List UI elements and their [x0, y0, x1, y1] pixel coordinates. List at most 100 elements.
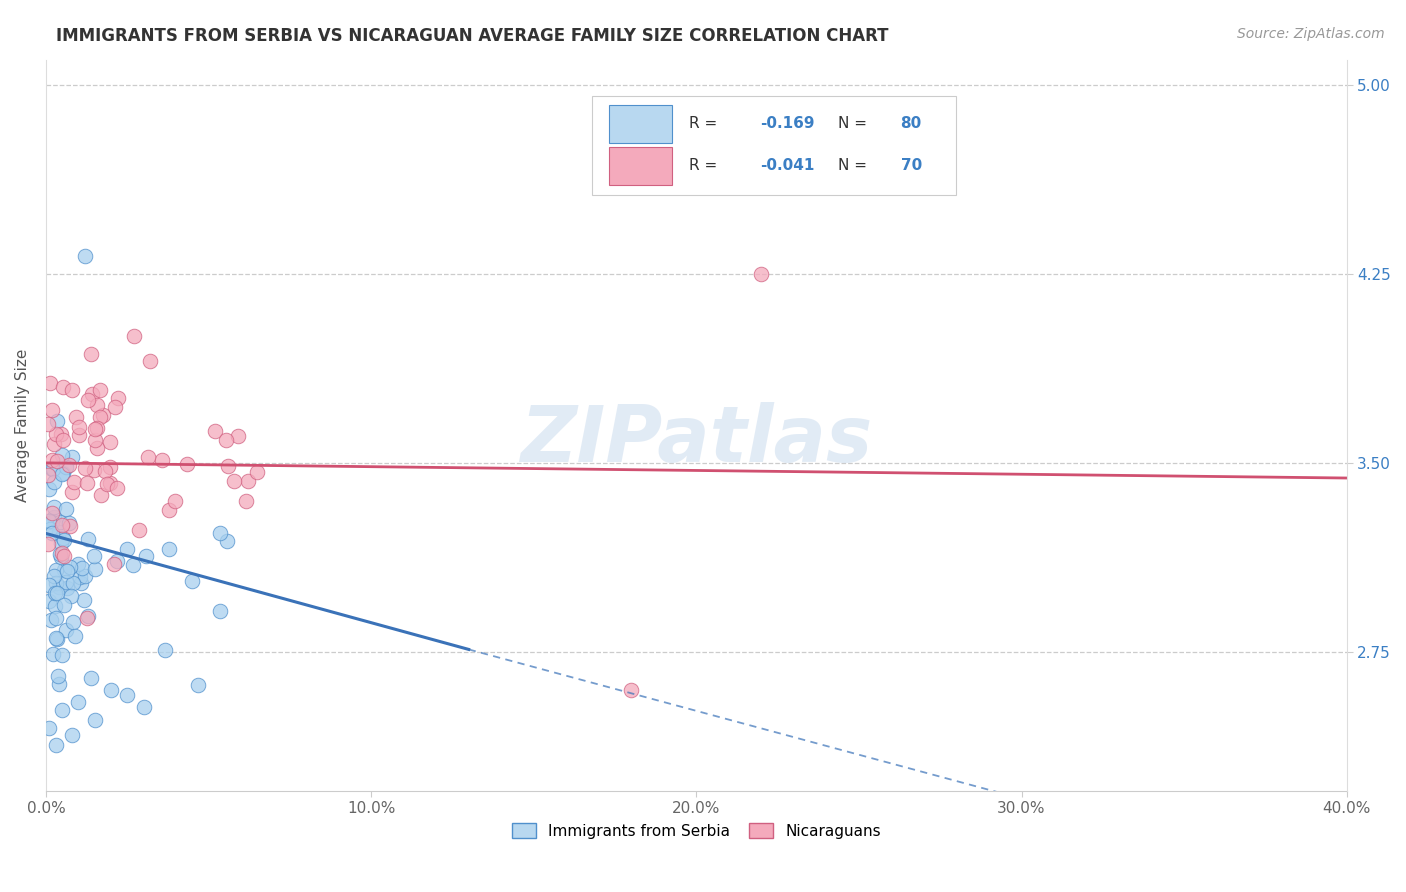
Point: [98, 476, 121, 491]
FancyBboxPatch shape: [609, 146, 672, 185]
Point: [222, 474, 245, 488]
Point: [45, 611, 67, 625]
Point: [105, 481, 128, 495]
Point: [52, 531, 75, 545]
Point: [100, 435, 122, 450]
Point: [48, 580, 70, 594]
Point: [48, 525, 70, 540]
Point: [59, 519, 82, 533]
Point: [55, 565, 77, 579]
Point: [86, 441, 108, 455]
Point: [176, 457, 198, 471]
Point: [55, 574, 77, 589]
Point: [208, 603, 231, 617]
Point: [67, 428, 90, 442]
Text: R =: R =: [689, 117, 721, 131]
Text: N =: N =: [838, 117, 872, 131]
Point: [38, 482, 60, 496]
Point: [100, 682, 122, 697]
Point: [49, 547, 72, 561]
Point: [45, 575, 67, 590]
Point: [83, 422, 105, 436]
Point: [41, 526, 63, 541]
Point: [76, 476, 98, 491]
Point: [152, 453, 174, 467]
Point: [132, 700, 155, 714]
Point: [66, 558, 89, 572]
Point: [52, 434, 75, 448]
Point: [58, 458, 80, 472]
Point: [217, 459, 239, 474]
Point: [59, 560, 82, 574]
Point: [41, 462, 63, 476]
Point: [73, 461, 96, 475]
Point: [37, 417, 59, 431]
Point: [51, 648, 73, 662]
Point: [51, 517, 73, 532]
Point: [53, 549, 76, 564]
Point: [89, 383, 111, 397]
Point: [70, 561, 93, 575]
Point: [204, 424, 226, 438]
Point: [55, 623, 77, 637]
Point: [37, 467, 59, 482]
Point: [60, 484, 83, 499]
Text: -0.169: -0.169: [761, 117, 814, 131]
Point: [181, 574, 204, 588]
Point: [42, 510, 65, 524]
Point: [136, 450, 159, 464]
Point: [49, 536, 72, 550]
Point: [55, 502, 77, 516]
Point: [70, 576, 93, 591]
Point: [51, 703, 73, 717]
Point: [157, 502, 180, 516]
Point: [44, 586, 66, 600]
Point: [84, 562, 107, 576]
Point: [77, 608, 100, 623]
Point: [69, 420, 91, 434]
Point: [39, 613, 62, 627]
Point: [246, 466, 269, 480]
Y-axis label: Average Family Size: Average Family Size: [15, 349, 30, 502]
Point: [38, 594, 60, 608]
Point: [62, 575, 84, 590]
Point: [53, 563, 76, 577]
Point: [80, 671, 103, 685]
Point: [51, 426, 73, 441]
Point: [96, 477, 118, 491]
Text: -0.041: -0.041: [761, 158, 814, 173]
Text: Source: ZipAtlas.com: Source: ZipAtlas.com: [1237, 27, 1385, 41]
Point: [77, 532, 100, 546]
Text: 80: 80: [901, 117, 922, 131]
Point: [76, 611, 98, 625]
Point: [187, 677, 209, 691]
Point: [59, 590, 82, 604]
Point: [69, 570, 91, 584]
Point: [94, 464, 117, 478]
Point: [48, 677, 70, 691]
Point: [42, 647, 65, 661]
Text: ZIPatlas: ZIPatlas: [520, 401, 873, 478]
Point: [56, 581, 79, 595]
Point: [45, 563, 67, 577]
Point: [45, 738, 67, 752]
Point: [39, 522, 62, 536]
Point: [42, 569, 65, 583]
Point: [75, 569, 97, 583]
Point: [45, 414, 67, 428]
Point: [51, 466, 73, 480]
Point: [52, 598, 75, 612]
Point: [215, 434, 238, 448]
Point: [73, 249, 96, 263]
Point: [103, 557, 125, 571]
FancyBboxPatch shape: [592, 96, 956, 194]
Point: [235, 494, 257, 508]
Point: [44, 475, 66, 489]
Point: [42, 500, 65, 515]
Point: [63, 475, 86, 489]
Point: [63, 629, 86, 643]
Point: [121, 558, 143, 572]
Point: [49, 515, 72, 529]
Point: [44, 599, 66, 614]
Point: [83, 549, 105, 564]
